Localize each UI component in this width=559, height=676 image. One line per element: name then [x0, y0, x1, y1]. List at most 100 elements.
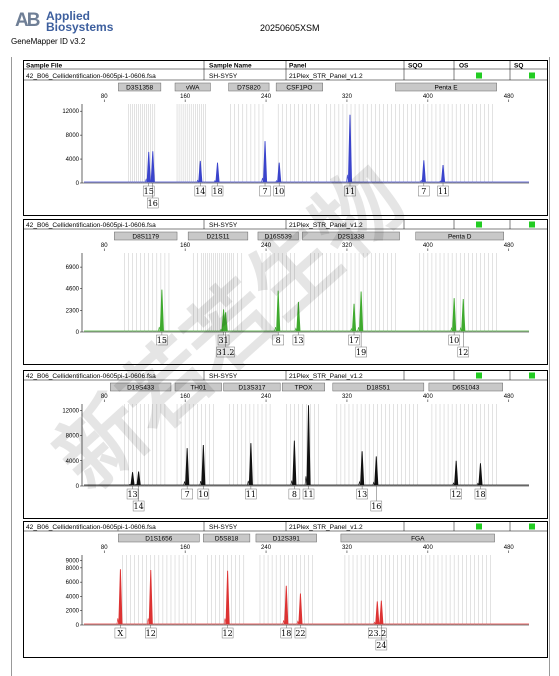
allele-call-box[interactable]: [280, 627, 293, 639]
allele-call-box[interactable]: [194, 185, 207, 197]
locus-bar-tpox[interactable]: [281, 382, 325, 392]
sample-name: SH-SY5Y: [209, 524, 238, 531]
peak: [478, 463, 483, 486]
allele-call-box[interactable]: [114, 627, 127, 639]
locus-bar-d1s1656[interactable]: [118, 533, 200, 543]
panel-green: 42_B06_Cellidentification-0605pi-1-0606.…: [23, 219, 548, 365]
locus-label: vWA: [186, 84, 200, 91]
allele-call-label: 14: [134, 502, 144, 511]
locus-bar-d8s1179[interactable]: [114, 231, 178, 241]
y-tick-label: 8000: [66, 434, 80, 440]
allele-call-box[interactable]: [145, 627, 157, 639]
locus-bar-d18s51[interactable]: [332, 382, 425, 392]
peak: [150, 151, 155, 183]
sample-file: 42_B06_Cellidentification-0605pi-1-0606.…: [26, 373, 156, 380]
locus-bar-d6s1043[interactable]: [428, 382, 503, 392]
allele-call-box[interactable]: [132, 500, 145, 512]
panel-red: 42_B06_Cellidentification-0605pi-1-0606.…: [23, 521, 548, 658]
locus-bar-penta-e[interactable]: [395, 82, 497, 92]
allele-call-box[interactable]: [302, 488, 315, 500]
locus-label: D7S820: [237, 84, 261, 91]
locus-label: D5S818: [215, 535, 239, 542]
allele-call-box[interactable]: [356, 488, 368, 500]
locus-bar-d5s818[interactable]: [203, 533, 251, 543]
allele-call-box[interactable]: [474, 488, 487, 500]
allele-call-box[interactable]: [126, 488, 139, 500]
electropherogram-red: 42_B06_Cellidentification-0605pi-1-0606.…: [24, 522, 547, 651]
x-tick-label: 160: [180, 545, 191, 551]
allele-call-box[interactable]: [418, 185, 430, 197]
allele-call-box[interactable]: [292, 334, 305, 346]
electropherogram-green: 42_B06_Cellidentification-0605pi-1-0606.…: [24, 220, 547, 358]
locus-label: D3S1358: [126, 84, 153, 91]
applied-biosystems-logo: AB: [15, 10, 40, 31]
x-tick-label: 80: [101, 545, 108, 551]
stutter-peak: [223, 618, 227, 625]
allele-call-box[interactable]: [355, 346, 367, 358]
allele-call-box[interactable]: [294, 627, 307, 639]
locus-bar-d3s1358[interactable]: [118, 82, 162, 92]
allele-call-box[interactable]: [450, 488, 462, 500]
x-tick-label: 240: [261, 545, 272, 551]
x-tick-label: 240: [261, 394, 272, 400]
stutter-peak: [459, 326, 462, 332]
allele-call-box[interactable]: [245, 488, 257, 500]
allele-call-box[interactable]: [216, 346, 235, 358]
allele-call-box[interactable]: [181, 488, 193, 500]
allele-call-box[interactable]: [370, 500, 383, 512]
allele-call-box[interactable]: [217, 334, 230, 346]
allele-call-box[interactable]: [375, 639, 388, 651]
peak: [223, 312, 228, 332]
y-tick-label: 12000: [62, 408, 79, 414]
allele-call-box[interactable]: [142, 185, 155, 197]
locus-bar-th01[interactable]: [174, 382, 222, 392]
stutter-peak: [274, 326, 277, 332]
allele-call-box[interactable]: [259, 185, 271, 197]
stutter-peak: [373, 621, 376, 625]
allele-call-box[interactable]: [273, 185, 285, 197]
locus-bar-d19s433[interactable]: [110, 382, 172, 392]
locus-bar-csf1po[interactable]: [275, 82, 323, 92]
sample-file: 42_B06_Cellidentification-0605pi-1-0606.…: [26, 222, 156, 229]
stutter-peak: [196, 179, 199, 183]
locus-label: D2S1338: [337, 233, 364, 240]
locus-bar-penta-d[interactable]: [415, 231, 504, 241]
locus-bar-d2s1338[interactable]: [302, 231, 400, 241]
sample-name: SH-SY5Y: [209, 73, 238, 80]
x-tick-label: 400: [423, 545, 434, 551]
locus-bar-d21s11[interactable]: [187, 231, 249, 241]
x-tick-label: 80: [101, 94, 108, 100]
allele-call-box[interactable]: [288, 488, 301, 500]
peak: [277, 162, 282, 183]
x-tick-label: 320: [342, 394, 353, 400]
locus-bar-d16s539[interactable]: [257, 231, 299, 241]
allele-call-label: 7: [421, 187, 426, 196]
allele-call-box[interactable]: [368, 627, 387, 639]
allele-call-box[interactable]: [147, 197, 159, 209]
locus-bar-d7s820[interactable]: [228, 82, 270, 92]
locus-bar-d12s391[interactable]: [255, 533, 317, 543]
allele-call-box[interactable]: [197, 488, 210, 500]
stutter-peak: [158, 326, 161, 332]
locus-bar-fga[interactable]: [340, 533, 495, 543]
allele-call-box[interactable]: [272, 334, 284, 346]
locus-label: CSF1PO: [286, 84, 312, 91]
sq-status-indicator: [529, 372, 535, 379]
allele-call-box[interactable]: [457, 346, 470, 358]
allele-call-box[interactable]: [344, 185, 356, 197]
stutter-peak: [148, 178, 152, 183]
allele-call-box[interactable]: [156, 334, 168, 346]
allele-call-box[interactable]: [348, 334, 360, 346]
locus-bar-vwa[interactable]: [174, 82, 211, 92]
allele-call-box[interactable]: [437, 185, 449, 197]
locus-label: TH01: [190, 384, 206, 391]
stutter-peak: [358, 480, 361, 486]
locus-bar-d13s317[interactable]: [223, 382, 281, 392]
allele-call-box[interactable]: [221, 627, 234, 639]
peak: [148, 569, 153, 625]
allele-call-box[interactable]: [448, 334, 460, 346]
x-tick-label: 160: [180, 94, 191, 100]
allele-call-label: 8: [276, 336, 281, 345]
allele-call-box[interactable]: [211, 185, 224, 197]
stutter-peak: [213, 179, 216, 183]
